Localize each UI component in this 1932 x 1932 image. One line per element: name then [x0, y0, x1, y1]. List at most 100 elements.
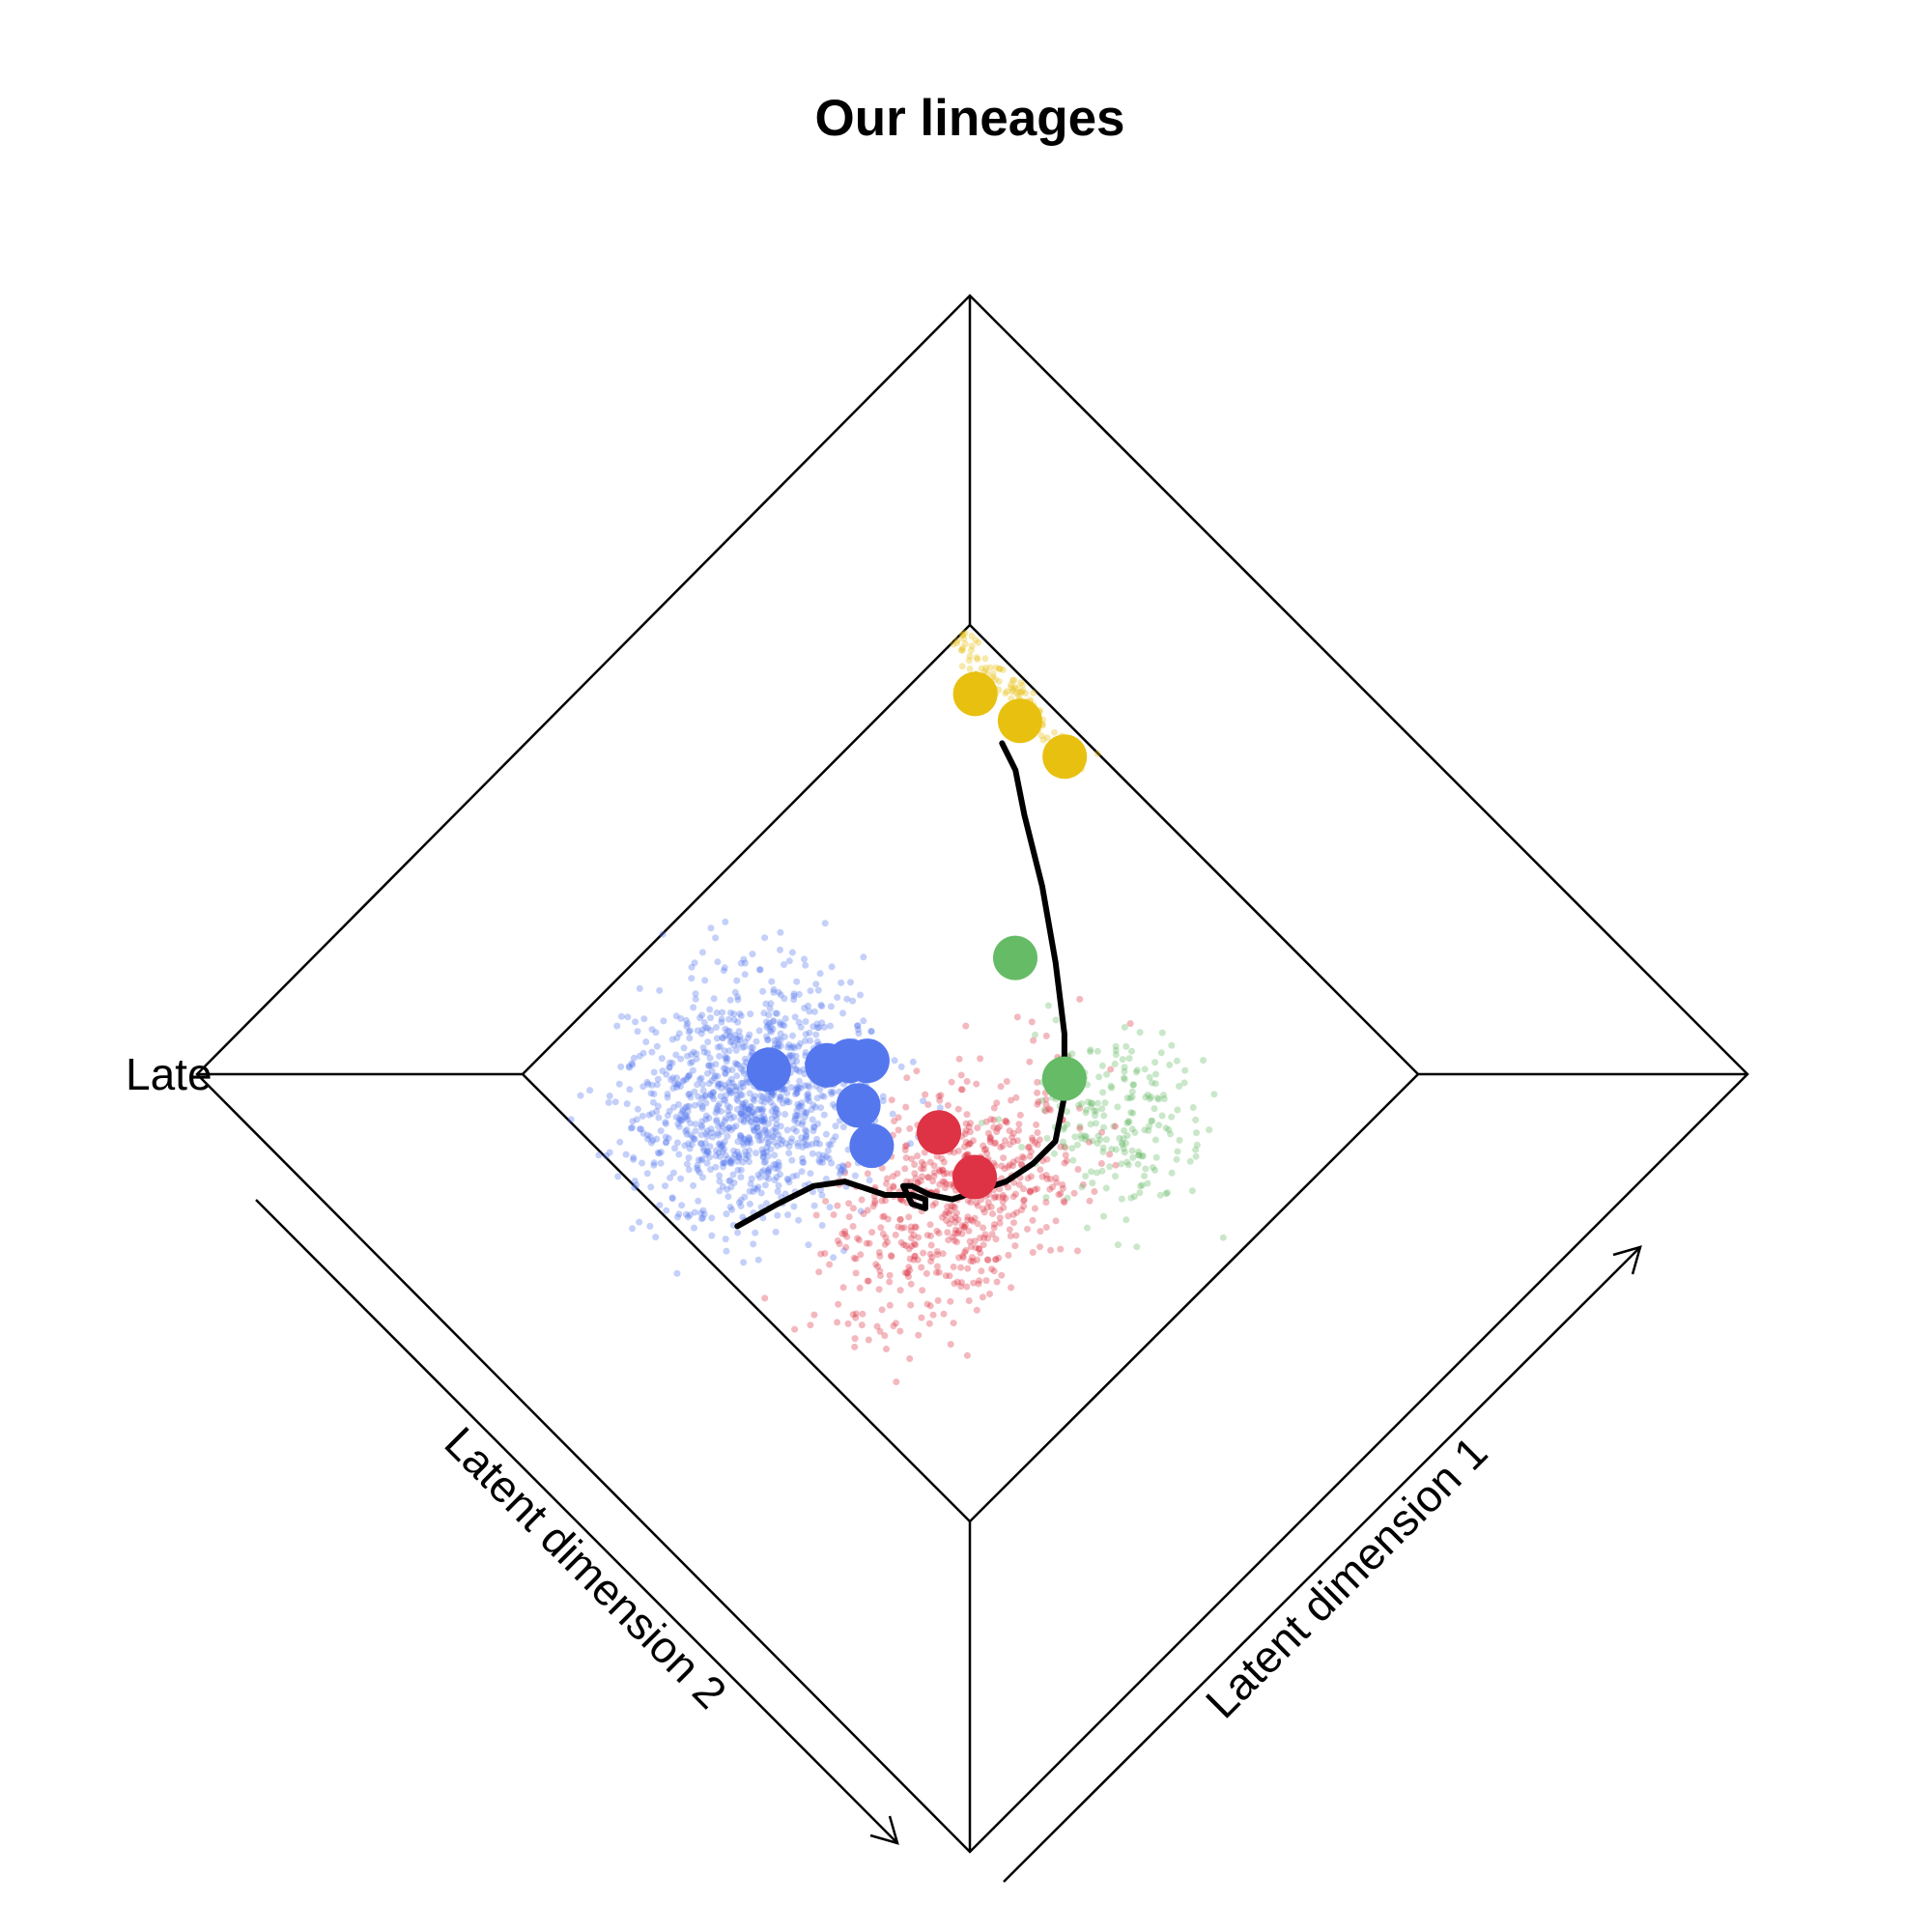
cell-point-blue: [790, 1044, 798, 1052]
cell-point-red: [812, 1211, 820, 1219]
cell-point-blue: [776, 1095, 783, 1103]
cell-point-blue: [907, 1140, 915, 1148]
cell-point-red: [964, 1213, 972, 1221]
cell-point-blue: [682, 1111, 690, 1119]
cell-point-red: [842, 1243, 850, 1251]
cell-point-green: [1018, 1144, 1026, 1151]
cell-point-blue: [820, 1111, 828, 1119]
cell-point-blue: [713, 1105, 721, 1113]
cell-point-green: [1078, 1183, 1086, 1191]
cell-point-red: [980, 1235, 988, 1241]
cell-point-green: [1152, 1070, 1159, 1078]
cell-point-green: [1040, 1106, 1048, 1114]
cell-point-red: [950, 1320, 957, 1327]
cell-point-blue: [677, 1083, 684, 1090]
cell-point-red: [960, 1224, 968, 1231]
cell-point-red: [984, 1129, 992, 1137]
cell-point-blue: [648, 1026, 656, 1034]
cell-point-blue: [687, 1094, 695, 1101]
cell-point-blue: [757, 1105, 765, 1113]
cell-point-blue: [733, 1072, 741, 1080]
cell-point-blue: [697, 1030, 705, 1037]
cell-point-blue: [812, 1140, 820, 1147]
cell-point-green: [1162, 1190, 1170, 1198]
cell-point-blue: [737, 1203, 745, 1209]
cell-point-red: [1005, 1163, 1012, 1171]
cell-point-blue: [742, 1154, 750, 1162]
cell-point-blue: [698, 949, 706, 956]
cell-point-red: [921, 1149, 928, 1156]
cell-point-red: [834, 1202, 841, 1209]
cell-point-blue: [696, 1075, 703, 1083]
cell-point-blue: [674, 1213, 681, 1221]
cell-point-red: [852, 1255, 860, 1263]
cell-point-blue: [623, 1100, 631, 1108]
cell-point-blue: [668, 1194, 676, 1202]
cell-point-blue: [675, 1030, 683, 1037]
cell-point-blue: [710, 1074, 718, 1082]
cell-point-red: [933, 1187, 941, 1195]
cell-point-blue: [753, 1150, 759, 1157]
cell-point-blue: [685, 1091, 693, 1098]
cell-point-blue: [659, 1067, 667, 1075]
cell-point-green: [1060, 1138, 1066, 1146]
cell-point-red: [961, 1222, 969, 1229]
cell-point-blue: [760, 1009, 768, 1017]
cell-point-blue: [694, 1081, 701, 1089]
cell-point-blue: [725, 1033, 733, 1040]
cell-point-red: [879, 1213, 887, 1221]
cell-point-blue: [689, 1133, 696, 1141]
cell-point-blue: [794, 1120, 802, 1127]
cell-point-blue: [737, 1174, 745, 1180]
cell-point-blue: [644, 1080, 652, 1088]
cell-point-red: [966, 1140, 974, 1148]
cell-point-blue: [767, 1146, 775, 1153]
cell-point-red: [1024, 1175, 1032, 1182]
cell-point-blue: [725, 1079, 733, 1087]
cell-point-blue: [793, 1107, 801, 1115]
cell-point-red: [911, 1161, 919, 1168]
cell-point-blue: [650, 1068, 658, 1076]
cell-point-blue: [716, 1100, 724, 1108]
cell-point-red: [972, 1244, 980, 1252]
cell-point-blue: [695, 1166, 702, 1174]
cell-point-red: [986, 1291, 993, 1297]
cell-point-red: [926, 1158, 934, 1166]
cell-point-red: [1037, 1228, 1044, 1236]
cell-point-blue: [736, 1010, 744, 1017]
cell-point-red: [965, 1141, 972, 1149]
x-axis-label: Latent dimension 1: [1196, 1427, 1497, 1728]
cell-point-green: [1174, 1148, 1181, 1155]
cell-point-blue: [715, 1122, 723, 1130]
cell-point-red: [851, 1335, 859, 1343]
cell-point-blue: [828, 963, 836, 971]
cell-point-blue: [809, 1140, 816, 1148]
cell-point-yellow: [981, 655, 989, 663]
cell-point-blue: [756, 966, 763, 974]
cell-point-blue: [731, 1032, 739, 1038]
cell-point-red: [999, 1198, 1007, 1206]
cell-point-red: [838, 1230, 846, 1237]
cell-point-blue: [667, 1174, 674, 1181]
cell-point-green: [1068, 1050, 1076, 1058]
cell-point-red: [859, 1310, 867, 1318]
cell-point-blue: [829, 1136, 837, 1144]
cell-point-blue: [713, 1116, 721, 1123]
centroid-blue: [849, 1123, 895, 1169]
cell-point-blue: [716, 1178, 724, 1185]
cell-point-red: [1037, 1166, 1044, 1174]
cell-point-blue: [739, 1083, 747, 1091]
cell-point-blue: [681, 1113, 689, 1121]
cell-point-blue: [818, 1222, 826, 1229]
cell-point-blue: [643, 1131, 651, 1139]
cell-point-red: [967, 1258, 975, 1264]
cell-point-blue: [700, 1147, 708, 1154]
cell-point-green: [1158, 1029, 1166, 1037]
cell-point-blue: [774, 1211, 781, 1219]
cell-point-red: [914, 1152, 922, 1160]
cell-point-blue: [749, 1108, 756, 1116]
cell-point-red: [978, 1267, 985, 1275]
cell-point-red: [866, 1239, 873, 1247]
cell-point-green: [1130, 1081, 1137, 1089]
cell-point-red: [834, 1236, 841, 1244]
